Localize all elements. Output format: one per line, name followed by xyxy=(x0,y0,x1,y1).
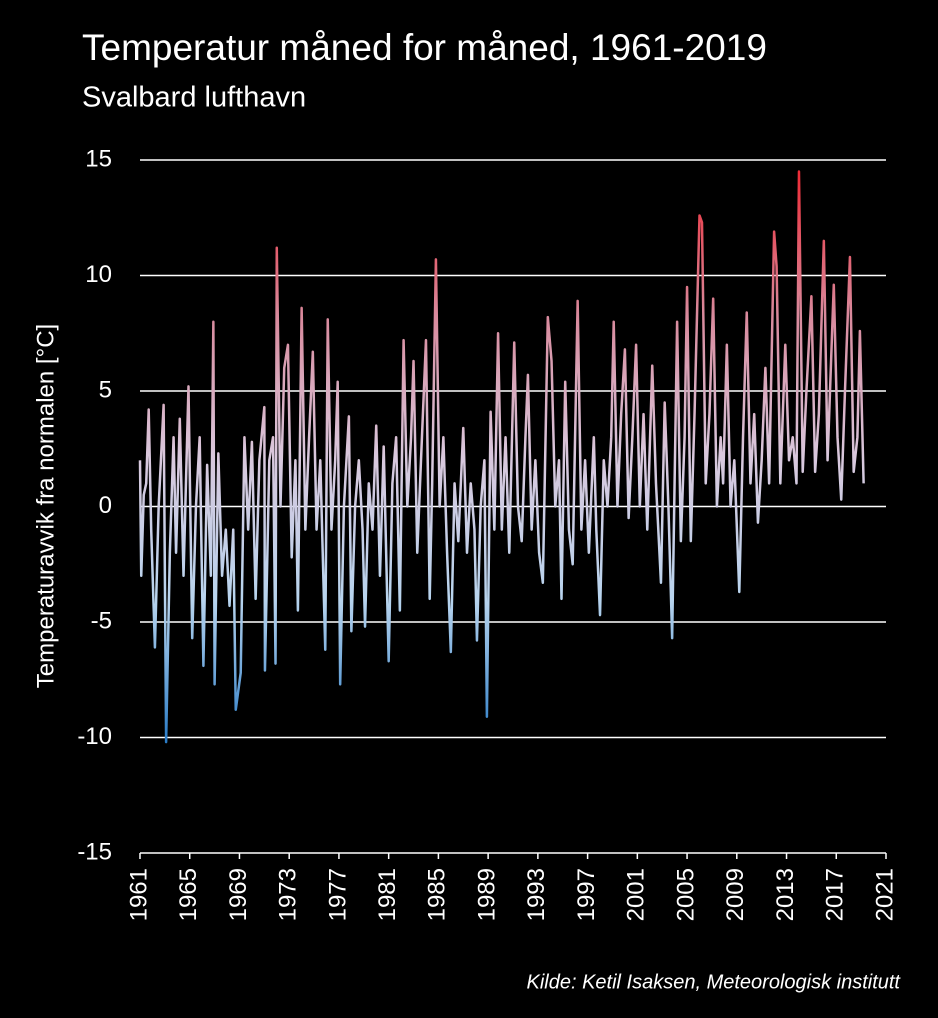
x-tick-label: 1961 xyxy=(125,868,152,921)
temperature-line xyxy=(138,170,865,744)
y-tick-label: -5 xyxy=(91,607,112,634)
y-tick-label: 5 xyxy=(99,376,112,403)
y-tick-label: 0 xyxy=(99,492,112,519)
x-tick-label: 1989 xyxy=(473,868,500,921)
x-tick-label: 1985 xyxy=(424,868,451,921)
y-tick-label: -10 xyxy=(77,723,112,750)
y-axis-label: Temperaturavvik fra normalen [°C] xyxy=(32,324,59,688)
x-tick-label: 1973 xyxy=(275,868,302,921)
y-tick-label: 15 xyxy=(85,145,112,172)
x-tick-label: 2001 xyxy=(623,868,650,921)
y-tick-label: -15 xyxy=(77,838,112,865)
x-tick-label: 2013 xyxy=(772,868,799,921)
x-tick-label: 2005 xyxy=(672,868,699,921)
x-tick-label: 1997 xyxy=(573,868,600,921)
source: Kilde: Ketil Isaksen, Meteorologisk inst… xyxy=(526,971,901,993)
x-tick-label: 2009 xyxy=(722,868,749,921)
chart-subtitle: Svalbard lufthavn xyxy=(82,82,306,114)
x-tick-label: 1993 xyxy=(523,868,550,921)
x-tick-label: 2021 xyxy=(871,868,898,921)
x-tick-label: 1969 xyxy=(225,868,252,921)
chart-title: Temperatur måned for måned, 1961-2019 xyxy=(82,27,767,68)
x-tick-label: 1965 xyxy=(175,868,202,921)
x-tick-label: 1977 xyxy=(324,868,351,921)
y-tick-label: 10 xyxy=(85,261,112,288)
x-tick-label: 1981 xyxy=(374,868,401,921)
x-tick-label: 2017 xyxy=(822,868,849,921)
